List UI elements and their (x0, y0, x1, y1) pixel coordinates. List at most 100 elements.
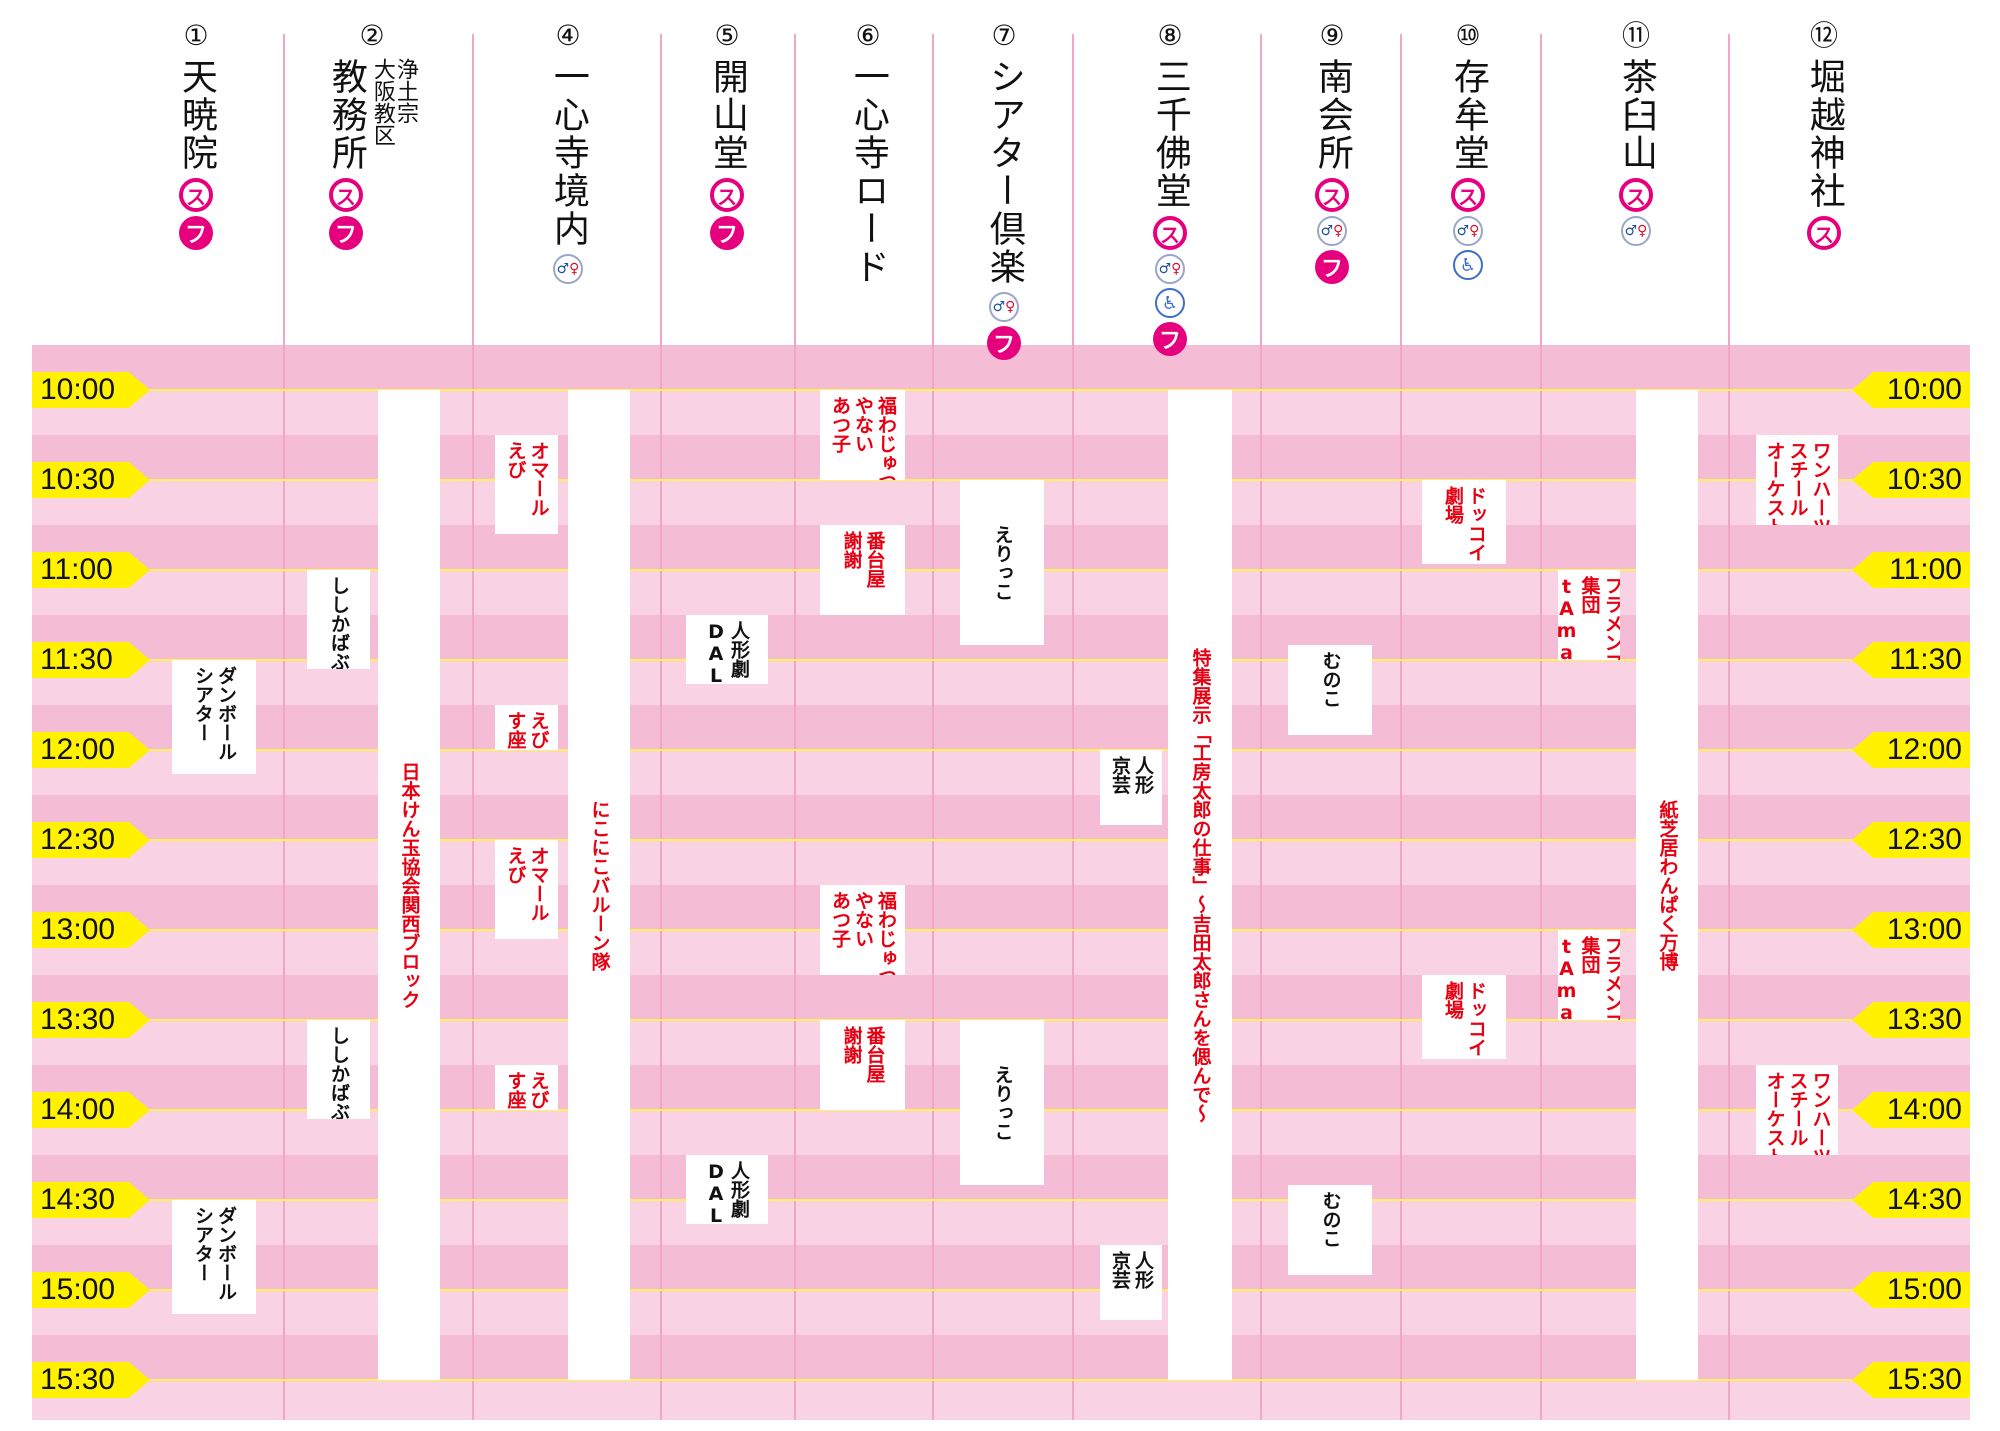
venue-icons: ス ♂ ♀ ♿ フ (1152, 216, 1187, 356)
food-icon: フ (1314, 250, 1349, 284)
time-label: 11:00 (40, 553, 113, 586)
event-block[interactable]: ししかばぶ (307, 1020, 370, 1119)
time-tag-left: 14:00 (32, 1092, 150, 1128)
column-divider (932, 34, 934, 1420)
event-title: 番台屋 謝謝 (840, 531, 886, 588)
venue-icons: スフ (328, 178, 363, 250)
venue-number: ⑤ (714, 19, 740, 52)
venue-number: ⑦ (991, 19, 1017, 52)
event-block[interactable]: えび す座 (495, 705, 558, 750)
venue-name-row: 天暁院スフ (176, 58, 217, 250)
time-label: 13:30 (1886, 1003, 1962, 1036)
column-divider (794, 34, 796, 1420)
venue-header-v7: ⑦ シアター倶楽 ♂ ♀ フ (964, 22, 1044, 360)
time-label: 11:30 (1889, 643, 1962, 676)
venue-icons: ス ♂ ♀ フ (1314, 178, 1349, 284)
smoking-area-icon: ス (1450, 178, 1485, 212)
time-tag-left: 11:30 (32, 642, 150, 678)
event-block[interactable]: えりっこ (960, 480, 1044, 645)
column-divider (660, 34, 662, 1420)
event-block[interactable]: えりっこ (960, 1020, 1044, 1185)
event-block[interactable]: むのこ (1288, 645, 1372, 735)
event-block[interactable]: ダンボール シアター (172, 1200, 256, 1314)
restroom-icon: ♂ ♀ (1316, 216, 1347, 246)
venue-name: 三千佛堂 (1149, 58, 1191, 210)
event-block[interactable]: 人形劇 DALA (686, 615, 768, 684)
time-tag-left: 13:30 (32, 1002, 150, 1038)
time-tag-left: 10:30 (32, 462, 150, 498)
venue-header-v10: ⑩ 存牟堂ス ♂ ♀ ♿ (1428, 22, 1508, 280)
event-block[interactable]: オマール えび (495, 840, 558, 939)
time-label: 10:00 (40, 373, 116, 406)
event-title: えりっこ (991, 524, 1014, 601)
event-block[interactable]: 紙芝居わんぱく万博 (1636, 390, 1698, 1380)
venue-name-row: 開山堂スフ (706, 58, 748, 250)
time-label: 11:30 (40, 643, 113, 676)
event-block[interactable]: 人形劇 DALA (686, 1155, 768, 1224)
event-block[interactable]: 人形 京芸 (1100, 1245, 1162, 1320)
grid-band (32, 1380, 1970, 1420)
event-block[interactable]: ドッコイショ 劇場 (1422, 975, 1506, 1059)
time-tag-left: 10:00 (32, 372, 150, 408)
event-block[interactable]: 人形 京芸 (1100, 750, 1162, 825)
venue-name-row: 堀越神社ス (1804, 58, 1845, 250)
time-tag-right: 12:00 (1852, 732, 1970, 768)
venue-name-row: 南会所ス ♂ ♀ フ (1312, 58, 1353, 284)
column-divider (1728, 34, 1730, 1420)
time-tag-right: 15:30 (1852, 1362, 1970, 1398)
event-block[interactable]: 特集展示「工房太郎の仕事」〜吉田太郎さんを偲んで〜 (1168, 390, 1232, 1380)
time-label: 14:00 (40, 1093, 116, 1126)
time-label: 14:00 (1886, 1093, 1962, 1126)
time-label: 14:30 (1886, 1183, 1962, 1216)
event-block[interactable]: 日本けん玉協会関西ブロック (378, 390, 440, 1380)
event-block[interactable]: ししかばぶ (307, 570, 370, 669)
event-block[interactable]: 福わじゅつ やない あつ子 (820, 390, 905, 480)
event-block[interactable]: 番台屋 謝謝 (820, 525, 905, 615)
event-block[interactable]: ワンハーツ スチール オーケストラ (1756, 435, 1838, 525)
smoking-area-icon: ス (709, 178, 744, 212)
smoking-area-icon: ス (1618, 178, 1653, 212)
event-title: ドッコイショ 劇場 (1442, 486, 1487, 564)
venue-number: ⑨ (1319, 19, 1345, 52)
venue-icons: スフ (178, 178, 213, 250)
event-block[interactable]: 福わじゅつ やない あつ子 (820, 885, 905, 975)
event-block[interactable]: フラメンコ 集団 tAma.連 (1558, 570, 1620, 660)
time-tag-right: 10:30 (1852, 462, 1970, 498)
event-block[interactable]: フラメンコ 集団 tAma.連 (1558, 930, 1620, 1020)
event-block[interactable]: ドッコイショ 劇場 (1422, 480, 1506, 564)
event-title: ししかばぶ (328, 576, 350, 669)
event-title: 日本けん玉協会関西ブロック (398, 761, 421, 1009)
venue-name-row: シアター倶楽 ♂ ♀ フ (984, 58, 1025, 360)
column-divider (283, 34, 285, 1420)
venue-icons: ♂ ♀ フ (986, 292, 1021, 360)
event-title: フラメンコ 集団 tAma.連 (1558, 936, 1620, 1020)
venue-header-v8: ⑧ 三千佛堂ス ♂ ♀ ♿ フ (1130, 22, 1210, 356)
time-line (32, 839, 1970, 841)
event-title: ダンボール シアター (192, 1206, 237, 1301)
event-block[interactable]: ワンハーツ スチール オーケストラ (1756, 1065, 1838, 1155)
event-block[interactable]: えび す座 (495, 1065, 558, 1110)
food-icon: フ (986, 326, 1021, 360)
time-label: 15:00 (40, 1273, 116, 1306)
venue-header-v2: ② 浄土宗 大阪教区 教務所スフ (326, 22, 418, 250)
event-block[interactable]: ダンボール シアター (172, 660, 256, 774)
time-tag-right: 13:30 (1852, 1002, 1970, 1038)
venue-name: 開山堂 (706, 58, 748, 172)
venue-icons: ス (1806, 216, 1841, 250)
event-title: フラメンコ 集団 tAma.連 (1558, 576, 1620, 660)
venue-name: 一心寺境内 (547, 58, 589, 248)
venue-number: ⑧ (1157, 19, 1183, 52)
event-title: オマール えび (504, 441, 550, 517)
event-block[interactable]: むのこ (1288, 1185, 1372, 1275)
venue-name-col: 一心寺ロード (848, 58, 889, 292)
venue-icons: ♂ ♀ (552, 254, 583, 284)
venue-header-v1: ① 天暁院スフ (156, 22, 236, 250)
event-block[interactable]: にこにこバルーン隊 (568, 390, 630, 1380)
event-title: 人形劇 DALA (705, 621, 750, 684)
column-divider (1540, 34, 1542, 1420)
event-block[interactable]: オマール えび (495, 435, 558, 534)
event-block[interactable]: 番台屋 謝謝 (820, 1020, 905, 1110)
time-line (32, 749, 1970, 751)
venue-number: ① (183, 19, 209, 52)
